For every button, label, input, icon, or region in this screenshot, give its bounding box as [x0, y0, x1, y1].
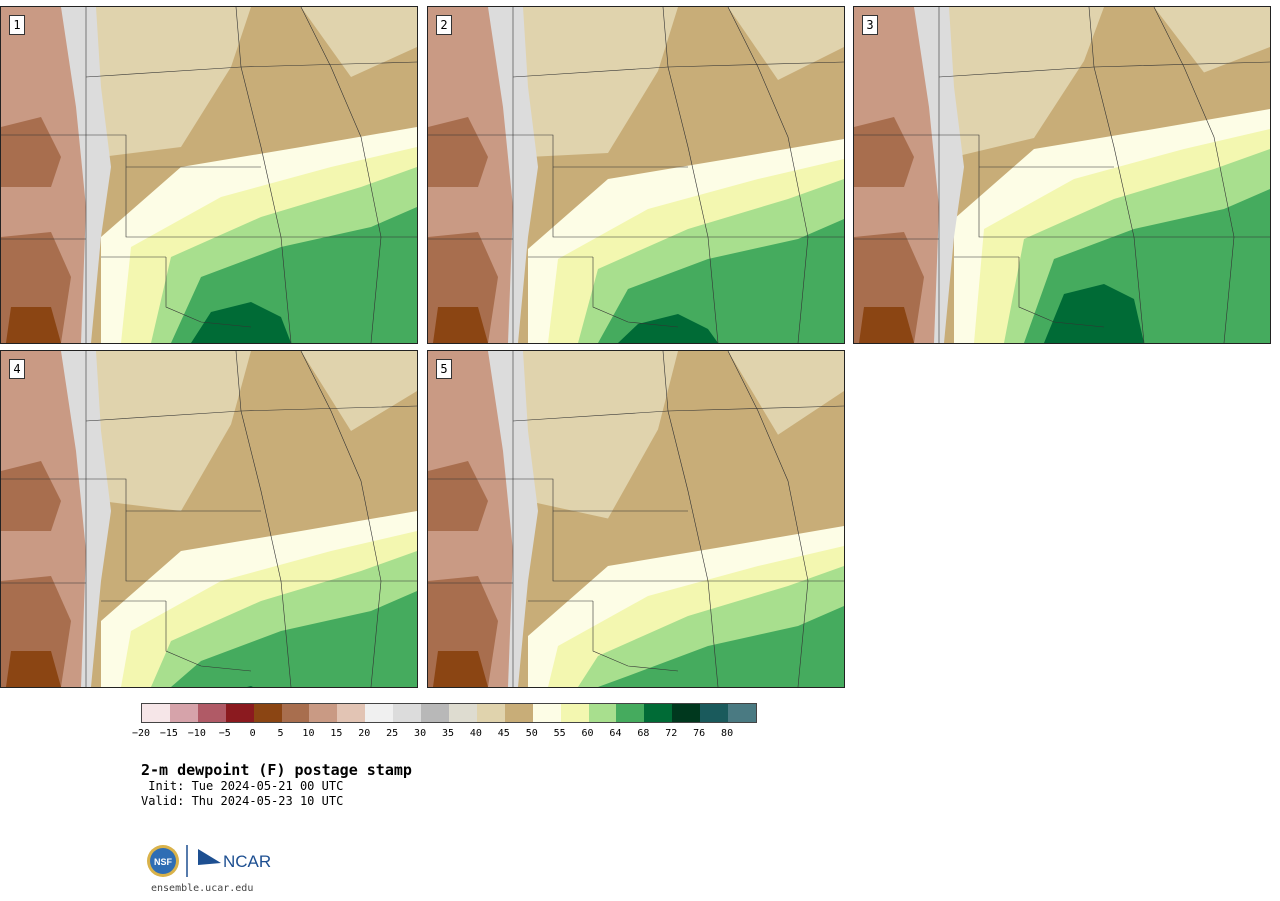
- colorbar-tick-label: 35: [441, 728, 455, 739]
- website-url: ensemble.ucar.edu: [151, 883, 254, 894]
- colorbar-tick-label: 15: [330, 728, 343, 739]
- colorbar-swatch: [532, 704, 561, 722]
- colorbar-swatch: [309, 704, 338, 722]
- colorbar-swatch: [197, 704, 226, 722]
- colorbar-tick-label: 76: [693, 728, 706, 739]
- colorbar-tick-label: −5: [218, 728, 231, 739]
- colorbar-tick-label: 30: [414, 728, 427, 739]
- member-number-label: 4: [9, 359, 25, 379]
- init-time: Init: Tue 2024-05-21 00 UTC: [141, 779, 344, 793]
- colorbar-swatch: [644, 704, 673, 722]
- colorbar-tick-label: 40: [469, 728, 482, 739]
- colorbar-swatch: [337, 704, 366, 722]
- colorbar-swatch: [169, 704, 198, 722]
- colorbar-tick-label: −10: [187, 728, 206, 739]
- member-number-label: 1: [9, 15, 25, 35]
- nsf-logo-text: NSF: [154, 857, 173, 867]
- colorbar-swatch: [142, 704, 170, 722]
- colorbar-tick-label: 55: [553, 728, 566, 739]
- colorbar-swatch: [728, 704, 756, 722]
- colorbar-tick-label: 10: [302, 728, 315, 739]
- colorbar-tick-label: −15: [159, 728, 178, 739]
- ensemble-member-map-1: 1: [0, 6, 418, 344]
- colorbar-swatch: [253, 704, 282, 722]
- colorbar-swatch: [588, 704, 617, 722]
- member-number-label: 5: [436, 359, 452, 379]
- colorbar-tick-label: 64: [609, 728, 622, 739]
- colorbar-tick-label: 68: [637, 728, 650, 739]
- colorbar-tick-label: 50: [525, 728, 538, 739]
- valid-time: Valid: Thu 2024-05-23 10 UTC: [141, 794, 344, 808]
- colorbar-tick-label: 0: [249, 728, 256, 739]
- colorbar-tick-label: −20: [131, 728, 151, 739]
- colorbar-tick-label: 72: [665, 728, 678, 739]
- colorbar-swatch: [393, 704, 422, 722]
- colorbar-tick-label: 80: [721, 728, 734, 739]
- colorbar-swatch: [421, 704, 449, 722]
- member-number-label: 3: [862, 15, 878, 35]
- colorbar-swatch: [560, 704, 589, 722]
- ensemble-member-map-3: 3: [853, 6, 1271, 344]
- colorbar-swatch: [672, 704, 701, 722]
- colorbar-tick-label: 25: [386, 728, 399, 739]
- ensemble-member-map-4: 4: [0, 350, 418, 688]
- ensemble-member-map-5: 5: [427, 350, 845, 688]
- colorbar-swatch: [616, 704, 645, 722]
- ensemble-member-map-2: 2: [427, 6, 845, 344]
- ncar-logo-text: NCAR: [223, 852, 271, 871]
- colorbar-swatch: [281, 704, 310, 722]
- colorbar-swatch: [365, 704, 394, 722]
- colorbar-tick-label: 45: [497, 728, 510, 739]
- colorbar-swatch: [476, 704, 505, 722]
- member-number-label: 2: [436, 15, 452, 35]
- figure-title: 2-m dewpoint (F) postage stamp: [141, 761, 412, 779]
- nsf-ncar-logo: NSF NCAR: [145, 843, 275, 881]
- colorbar-swatch: [700, 704, 729, 722]
- dewpoint-colorbar: [141, 703, 757, 723]
- colorbar-tick-label: 5: [277, 728, 284, 739]
- colorbar-swatch: [448, 704, 477, 722]
- colorbar-swatch: [225, 704, 254, 722]
- colorbar-swatch: [504, 704, 533, 722]
- colorbar-tick-label: 60: [581, 728, 594, 739]
- colorbar-tick-label: 20: [358, 728, 371, 739]
